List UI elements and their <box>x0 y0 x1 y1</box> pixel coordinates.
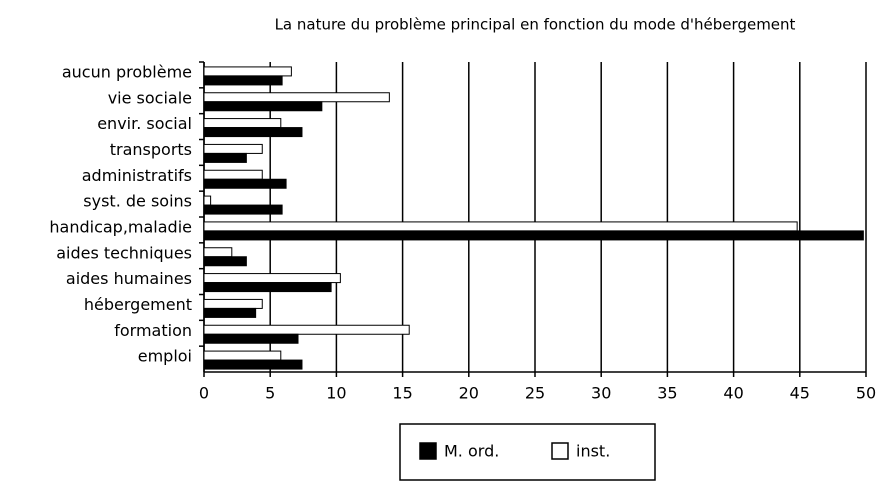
y-tick-label: syst. de soins <box>83 192 192 211</box>
x-tick-label: 50 <box>856 384 876 403</box>
bar <box>203 230 864 241</box>
y-tick-label: administratifs <box>82 166 192 185</box>
legend-swatch <box>551 442 569 460</box>
bar <box>203 273 341 284</box>
bar <box>203 178 287 189</box>
bar <box>203 169 263 180</box>
bar <box>203 298 263 309</box>
bar <box>203 333 299 344</box>
bar <box>203 350 282 361</box>
bar <box>203 101 323 112</box>
legend-label: inst. <box>576 442 610 461</box>
chart-title: La nature du problème principal en fonct… <box>275 16 796 34</box>
x-tick-label: 10 <box>326 384 346 403</box>
bar <box>203 66 292 77</box>
x-tick-label: 25 <box>525 384 545 403</box>
y-tick-label: aides humaines <box>66 269 192 288</box>
x-tick-label: 15 <box>392 384 412 403</box>
y-tick-label: envir. social <box>97 114 192 133</box>
y-tick-label: vie sociale <box>108 88 192 107</box>
y-tick-label: handicap,maladie <box>49 217 192 236</box>
bar <box>203 282 332 293</box>
y-tick-label: aucun problème <box>62 62 192 81</box>
legend-box <box>399 423 656 481</box>
bar <box>203 307 257 318</box>
bar <box>203 204 283 215</box>
x-tick-label: 35 <box>657 384 677 403</box>
bar <box>203 75 283 86</box>
legend-swatch <box>419 442 437 460</box>
y-tick-label: aides techniques <box>56 243 192 262</box>
bar <box>203 324 410 335</box>
y-tick-label: transports <box>110 140 192 159</box>
x-tick-label: 30 <box>591 384 611 403</box>
y-tick-label: emploi <box>138 347 192 366</box>
legend-label: M. ord. <box>444 442 499 461</box>
y-tick-label: hébergement <box>84 295 192 314</box>
y-tick-label: formation <box>114 321 192 340</box>
bar <box>203 247 233 258</box>
bar <box>203 92 390 103</box>
bar <box>203 152 247 163</box>
bar <box>203 256 247 267</box>
x-tick-label: 40 <box>723 384 743 403</box>
bar <box>203 143 263 154</box>
x-tick-label: 0 <box>199 384 209 403</box>
bar <box>203 359 303 370</box>
bar <box>203 118 282 129</box>
x-tick-label: 5 <box>265 384 275 403</box>
bar <box>203 127 303 138</box>
bar <box>203 195 212 206</box>
x-tick-label: 20 <box>459 384 479 403</box>
x-tick-label: 45 <box>790 384 810 403</box>
bar <box>203 221 798 232</box>
